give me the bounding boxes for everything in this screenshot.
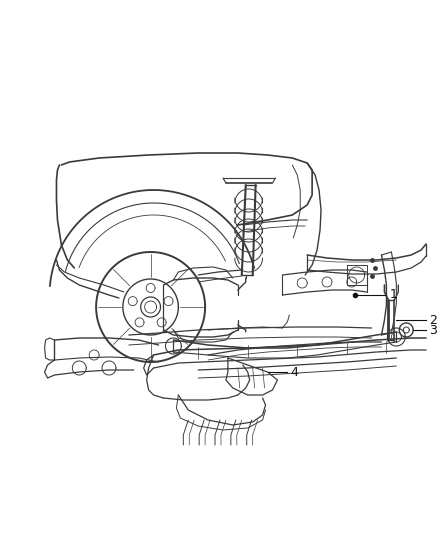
Text: 3: 3: [429, 324, 437, 336]
Text: 4: 4: [290, 366, 298, 378]
Text: 2: 2: [429, 313, 437, 327]
Text: 1: 1: [389, 288, 397, 302]
